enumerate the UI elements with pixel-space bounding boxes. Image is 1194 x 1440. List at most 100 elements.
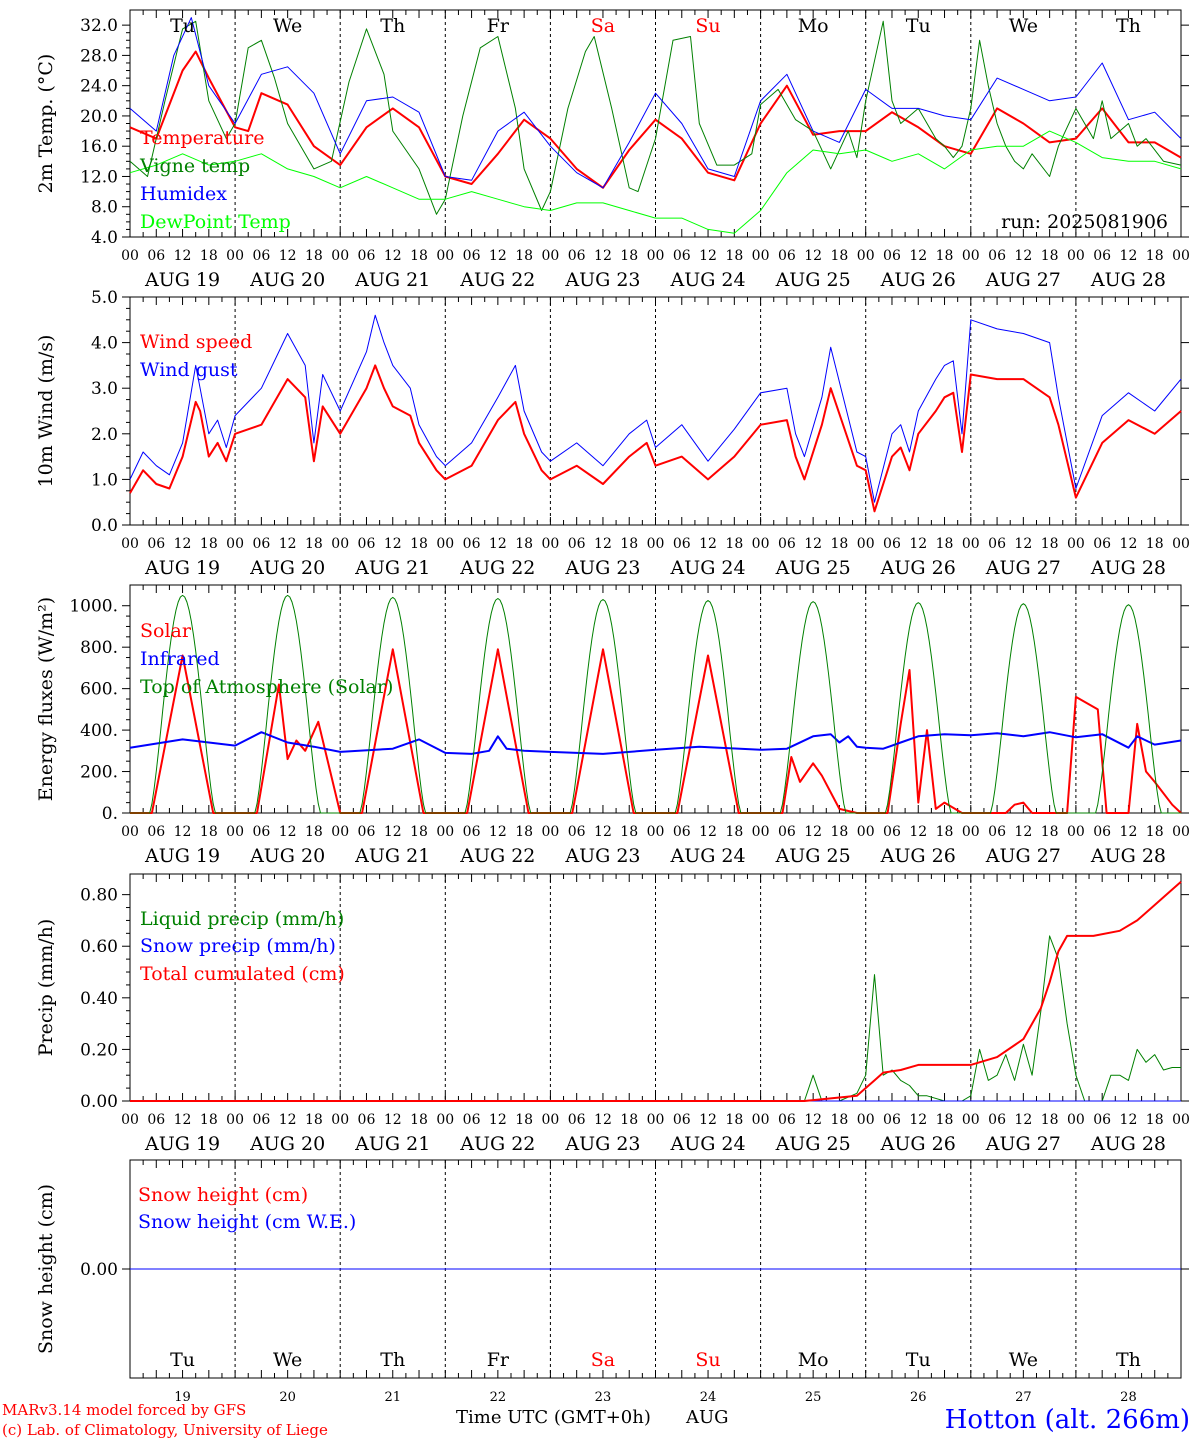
hour-tick-label: 06 <box>568 248 586 264</box>
date-label: AUG 25 <box>775 1133 851 1155</box>
hour-tick-label: 00 <box>541 1112 559 1128</box>
run-annotation: run: 2025081906 <box>1001 211 1168 233</box>
series-line-temperature <box>129 50 1182 189</box>
day-number-label: 20 <box>279 1390 296 1405</box>
hour-tick-label: 00 <box>752 824 770 840</box>
date-label: AUG 21 <box>354 1133 430 1155</box>
date-label: AUG 20 <box>249 557 325 579</box>
hour-tick-label: 06 <box>673 248 691 264</box>
hour-tick-label: 18 <box>515 1112 533 1128</box>
day-number-label: 23 <box>595 1390 612 1405</box>
hour-tick-label: 12 <box>804 1112 822 1128</box>
hour-tick-label: 06 <box>778 824 796 840</box>
y-axis-label: Snow height (cm) <box>35 1184 57 1354</box>
hour-tick-label: 18 <box>936 536 954 552</box>
y-tick-label: 12.0 <box>80 167 118 187</box>
hour-tick-label: 18 <box>410 536 428 552</box>
hour-tick-label: 18 <box>725 536 743 552</box>
legend-dewpoint: DewPoint Temp <box>140 211 291 233</box>
hour-tick-label: 18 <box>1146 824 1164 840</box>
hour-tick-label: 18 <box>515 248 533 264</box>
hour-tick-label: 00 <box>121 824 139 840</box>
hour-tick-label: 06 <box>988 1112 1006 1128</box>
hour-tick-label: 06 <box>463 824 481 840</box>
weekday-label: We <box>1009 1349 1038 1371</box>
weekday-label: We <box>1009 15 1038 37</box>
hour-tick-label: 06 <box>673 536 691 552</box>
hour-tick-label: 12 <box>699 248 717 264</box>
hour-tick-label: 12 <box>804 824 822 840</box>
y-tick-label: 0.40 <box>80 989 118 1009</box>
y-tick-label: 400. <box>80 721 118 741</box>
hour-tick-label: 06 <box>147 1112 165 1128</box>
hour-tick-label: 12 <box>489 824 507 840</box>
hour-tick-label: 18 <box>725 1112 743 1128</box>
hour-tick-label: 00 <box>226 248 244 264</box>
y-tick-label: 1000. <box>69 597 118 617</box>
hour-tick-label: 18 <box>620 824 638 840</box>
date-label: AUG 26 <box>880 557 956 579</box>
hour-tick-label: 06 <box>252 536 270 552</box>
hour-tick-label: 00 <box>331 1112 349 1128</box>
hour-tick-label: 12 <box>909 1112 927 1128</box>
date-label: AUG 27 <box>985 845 1061 867</box>
y-tick-label: 4.0 <box>91 228 118 248</box>
hour-tick-label: 18 <box>410 824 428 840</box>
weekday-label: Su <box>695 1349 720 1371</box>
date-label: AUG 19 <box>144 845 220 867</box>
x-axis-month: AUG <box>685 1407 729 1428</box>
date-label: AUG 22 <box>459 1133 535 1155</box>
date-label: AUG 25 <box>775 557 851 579</box>
hour-tick-label: 00 <box>1067 1112 1085 1128</box>
hour-tick-label: 12 <box>594 248 612 264</box>
meteogram-panels: 00 06 12 18 00 06 12 18 00 06 12 18 00 06 12 18 00 06 12 18… <box>35 9 1190 1405</box>
hour-tick-label: 06 <box>1093 1112 1111 1128</box>
hour-tick-label: 06 <box>778 248 796 264</box>
y-axis-label: 10m Wind (m/s) <box>35 335 57 488</box>
hour-tick-label: 00 <box>1067 248 1085 264</box>
hour-tick-label: 00 <box>1172 1112 1190 1128</box>
credit-lab: (c) Lab. of Climatology, University of L… <box>2 1421 328 1439</box>
date-label: AUG 25 <box>775 845 851 867</box>
hour-tick-label: 18 <box>620 536 638 552</box>
hour-tick-label: 18 <box>620 248 638 264</box>
hour-tick-label: 12 <box>279 248 297 264</box>
hour-tick-label: 00 <box>436 536 454 552</box>
weekday-label: Tu <box>906 1349 931 1371</box>
weekday-label: We <box>273 15 302 37</box>
hour-tick-label: 06 <box>988 536 1006 552</box>
hour-tick-label: 06 <box>463 248 481 264</box>
hour-tick-label: 12 <box>174 536 192 552</box>
series-line-top-of-atmosphere-solar- <box>130 594 1181 814</box>
y-tick-label: 0.0 <box>91 516 118 536</box>
hour-tick-label: 06 <box>673 824 691 840</box>
date-label: AUG 28 <box>1090 269 1166 291</box>
hour-tick-label: 00 <box>1172 536 1190 552</box>
date-label: AUG 28 <box>1090 557 1166 579</box>
y-tick-label: 0. <box>102 804 118 824</box>
hour-tick-label: 00 <box>436 248 454 264</box>
hour-tick-label: 12 <box>804 536 822 552</box>
y-tick-label: 0.00 <box>80 1260 118 1280</box>
legend-total-cumulated: Total cumulated (cm) <box>140 963 345 985</box>
hour-tick-label: 00 <box>226 536 244 552</box>
hour-tick-label: 06 <box>673 1112 691 1128</box>
hour-tick-label: 18 <box>725 824 743 840</box>
hour-tick-label: 00 <box>121 536 139 552</box>
day-number-label: 27 <box>1015 1390 1032 1405</box>
hour-tick-label: 12 <box>384 824 402 840</box>
date-label: AUG 26 <box>880 1133 956 1155</box>
hour-tick-label: 00 <box>541 536 559 552</box>
series-line-liquid-precip-mm-h- <box>130 935 1181 1102</box>
legend-toa: Top of Atmosphere (Solar) <box>140 676 393 698</box>
date-label: AUG 19 <box>144 269 220 291</box>
hour-tick-label: 00 <box>1172 248 1190 264</box>
day-number-label: 24 <box>700 1390 717 1405</box>
hour-tick-label: 12 <box>699 536 717 552</box>
hour-tick-label: 00 <box>1172 824 1190 840</box>
hour-tick-label: 12 <box>489 248 507 264</box>
hour-tick-label: 12 <box>174 1112 192 1128</box>
series-line-wind-speed <box>129 364 1182 513</box>
hour-tick-label: 06 <box>1093 536 1111 552</box>
